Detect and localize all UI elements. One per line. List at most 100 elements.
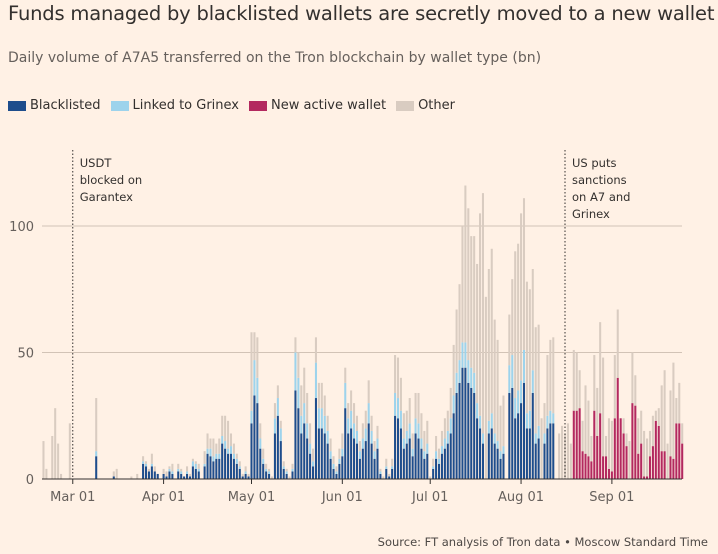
bar-grinex-150 <box>481 433 484 444</box>
bar-blacklisted-87 <box>297 408 300 479</box>
bar-other-0 <box>42 441 45 479</box>
bar-other-112 <box>370 415 373 431</box>
bar-other-1 <box>45 468 48 479</box>
annotation-text-1-1: sanctions <box>572 173 627 187</box>
bar-blacklisted-130 <box>423 458 426 479</box>
bar-other-206 <box>646 438 649 477</box>
bar-new-wallet-187 <box>590 461 593 479</box>
bar-other-148 <box>476 263 479 404</box>
bar-new-wallet-203 <box>637 453 640 479</box>
bar-blacklisted-136 <box>440 453 443 479</box>
bar-blacklisted-166 <box>528 428 531 479</box>
x-tick-label-Sep-01: Sep 01 <box>589 490 634 505</box>
bar-other-18 <box>95 398 98 452</box>
bar-grinex-37 <box>150 463 153 467</box>
bar-grinex-46 <box>177 468 180 472</box>
legend-label-new-wallet: New active wallet <box>271 98 387 113</box>
x-tick-label-Aug-01: Aug 01 <box>498 490 544 505</box>
bar-blacklisted-107 <box>355 443 359 479</box>
bar-blacklisted-120 <box>394 415 397 479</box>
bar-blacklisted-134 <box>435 458 438 479</box>
bar-other-122 <box>399 377 402 411</box>
bar-blacklisted-62 <box>224 448 227 479</box>
bar-grinex-87 <box>297 377 300 409</box>
bar-blacklisted-72 <box>253 395 256 479</box>
bar-blacklisted-114 <box>376 448 379 479</box>
bar-new-wallet-197 <box>619 418 622 479</box>
bar-other-156 <box>499 405 502 452</box>
bar-other-77 <box>268 468 271 472</box>
bar-grinex-104 <box>347 418 350 434</box>
bar-blacklisted-38 <box>153 471 156 479</box>
bar-other-215 <box>672 362 675 459</box>
bar-new-wallet-193 <box>607 468 610 479</box>
bar-blacklisted-67 <box>238 468 241 479</box>
bar-grinex-141 <box>455 372 458 393</box>
bar-new-wallet-190 <box>599 413 602 479</box>
bar-blacklisted-103 <box>344 408 347 479</box>
bar-grinex-49 <box>186 471 189 474</box>
bar-other-216 <box>675 398 678 424</box>
bar-other-87 <box>297 352 300 378</box>
bar-grinex-113 <box>373 451 376 459</box>
bar-other-167 <box>531 269 534 371</box>
bar-new-wallet-182 <box>575 410 578 479</box>
bar-other-163 <box>520 213 523 381</box>
bar-blacklisted-119 <box>391 468 394 479</box>
annotation-text-0-0: USDT <box>80 156 113 170</box>
bar-grinex-160 <box>511 355 514 388</box>
bar-blacklisted-91 <box>309 453 312 479</box>
bar-blacklisted-35 <box>144 466 148 479</box>
bar-grinex-85 <box>291 468 294 472</box>
bar-other-152 <box>487 269 490 421</box>
bar-other-126 <box>411 433 414 449</box>
bar-grinex-119 <box>391 466 394 469</box>
annotation-text-0-1: blocked on <box>80 173 142 187</box>
bar-other-151 <box>484 296 487 479</box>
bar-blacklisted-50 <box>188 476 191 479</box>
bar-new-wallet-189 <box>596 435 599 479</box>
bar-other-141 <box>455 309 458 373</box>
bar-grinex-140 <box>452 395 455 414</box>
bar-grinex-52 <box>194 463 197 469</box>
bar-other-128 <box>417 392 420 424</box>
bar-other-159 <box>508 314 511 366</box>
bar-blacklisted-142 <box>458 382 461 479</box>
bar-grinex-99 <box>332 463 335 469</box>
bar-blacklisted-153 <box>490 428 493 479</box>
bar-blacklisted-141 <box>455 392 458 479</box>
bar-grinex-163 <box>520 380 523 404</box>
bar-grinex-125 <box>408 423 411 439</box>
bar-grinex-126 <box>411 448 414 457</box>
bar-blacklisted-88 <box>300 433 303 479</box>
bar-grinex-161 <box>514 398 517 419</box>
bar-new-wallet-205 <box>643 476 646 479</box>
bar-blacklisted-96 <box>323 433 326 479</box>
bar-blacklisted-80 <box>276 415 279 479</box>
bar-blacklisted-73 <box>256 403 259 479</box>
bar-other-114 <box>376 425 379 439</box>
bar-new-wallet-217 <box>678 423 681 479</box>
legend-label-blacklisted: Blacklisted <box>30 98 101 113</box>
bar-blacklisted-74 <box>259 448 262 479</box>
bar-other-46 <box>177 463 180 469</box>
bar-other-178 <box>563 433 567 479</box>
bar-other-198 <box>622 418 625 434</box>
bar-other-131 <box>426 420 429 444</box>
annotation-text-1-3: Grinex <box>572 207 610 221</box>
bar-other-56 <box>206 433 209 449</box>
bar-grinex-47 <box>180 471 183 474</box>
bar-grinex-91 <box>309 443 312 454</box>
bar-grinex-79 <box>273 418 276 434</box>
bar-other-101 <box>338 448 341 459</box>
bar-other-144 <box>464 185 467 343</box>
bar-blacklisted-52 <box>194 468 197 479</box>
bar-blacklisted-133 <box>432 468 435 479</box>
bar-other-78 <box>270 476 274 479</box>
bar-other-97 <box>326 415 329 431</box>
bar-other-34 <box>142 456 145 462</box>
bar-grinex-156 <box>499 451 502 459</box>
bar-other-92 <box>311 448 315 462</box>
bar-other-9 <box>68 423 71 479</box>
